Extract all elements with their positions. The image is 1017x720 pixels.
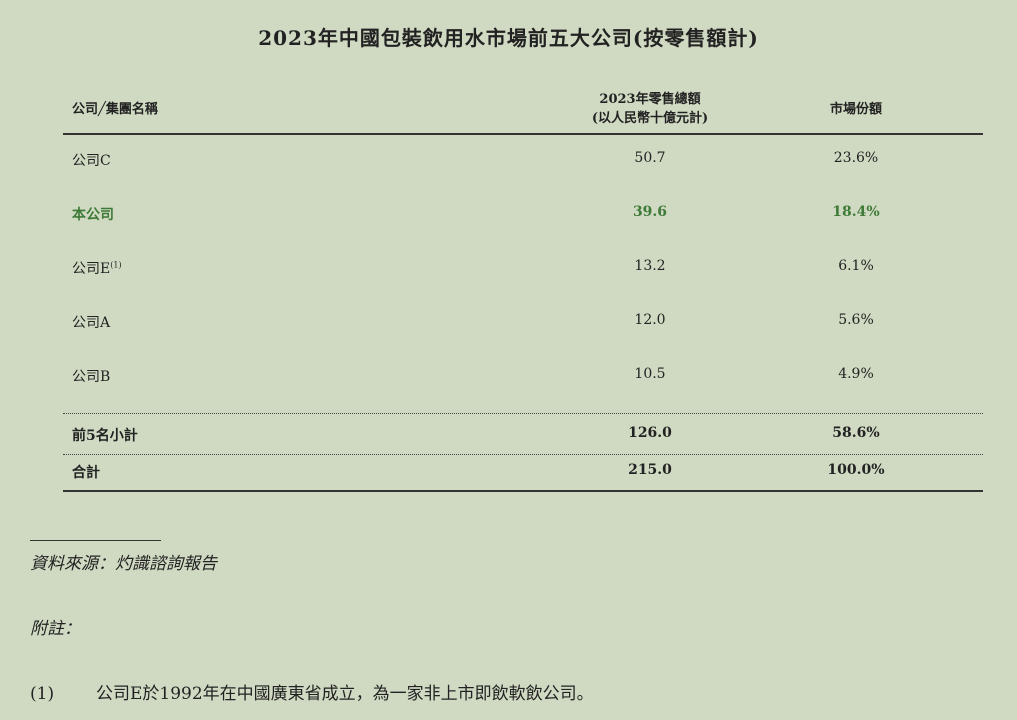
share-value: 5.6% (838, 312, 874, 328)
company-name: 本公司 (72, 207, 114, 223)
subtotal-label: 前5名小計 (72, 428, 138, 444)
dotted-rule (63, 454, 983, 455)
note-text: 公司E於1992年在中國廣東省成立，為一家非上市即飲軟飲公司。 (96, 684, 594, 704)
dotted-rule (63, 413, 983, 414)
share-value: 18.4% (832, 204, 880, 220)
source-text: 資料來源：灼識諮詢報告 (30, 554, 217, 574)
footnote-separator (30, 540, 161, 541)
header-revenue-line1: 2023年零售總額 (599, 92, 701, 107)
header-share: 市場份額 (829, 102, 882, 117)
share-value: 4.9% (838, 366, 874, 382)
header-rule (63, 133, 983, 135)
company-label: 公司E (72, 261, 111, 277)
note-marker: (1) (30, 684, 55, 704)
company-name: 公司B (72, 369, 111, 385)
subtotal-revenue: 126.0 (628, 425, 672, 441)
company-name: 公司A (72, 315, 111, 331)
company-name: 公司C (72, 153, 111, 169)
total-label: 合計 (72, 465, 100, 481)
note-item: (1) 公司E於1992年在中國廣東省成立，為一家非上市即飲軟飲公司。 (30, 679, 594, 704)
subtotal-share: 58.6% (832, 425, 880, 441)
share-value: 6.1% (838, 258, 874, 274)
revenue-value: 13.2 (634, 258, 666, 274)
total-revenue: 215.0 (628, 462, 672, 478)
header-revenue-line2: (以人民幣十億元計) (591, 111, 709, 126)
header-company: 公司╱集團名稱 (72, 102, 158, 117)
revenue-value: 10.5 (634, 366, 666, 382)
footnote-marker: (1) (110, 260, 122, 270)
header-revenue: 2023年零售總額 (以人民幣十億元計) (560, 88, 740, 126)
revenue-value: 39.6 (632, 204, 668, 220)
notes-label: 附註： (30, 619, 81, 639)
total-share: 100.0% (827, 462, 885, 478)
share-value: 23.6% (833, 150, 879, 166)
bottom-rule (63, 490, 983, 492)
revenue-value: 50.7 (634, 150, 666, 166)
revenue-value: 12.0 (634, 312, 666, 328)
company-name: 公司E(1) (72, 258, 122, 278)
page-title: 2023年中國包裝飲用水市場前五大公司(按零售額計) (258, 26, 759, 50)
